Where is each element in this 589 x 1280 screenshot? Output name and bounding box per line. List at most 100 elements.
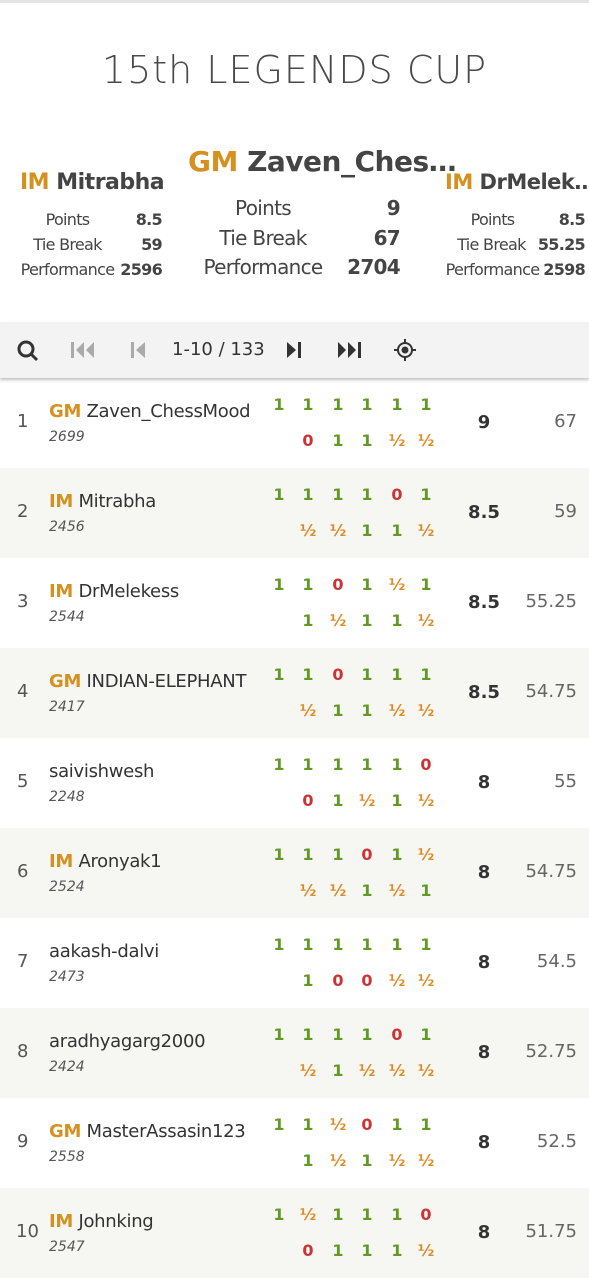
result: 1 <box>302 395 314 414</box>
player-name: MasterAssasin123 <box>86 1121 246 1142</box>
stat-label: Points <box>235 196 292 220</box>
result: 1 <box>332 431 344 450</box>
result: ½ <box>417 1061 435 1080</box>
my-position[interactable] <box>394 339 416 361</box>
stat-label: Tie Break <box>33 235 102 254</box>
result: 1 <box>273 665 285 684</box>
player[interactable]: GM Zaven_ChessMood <box>49 401 251 422</box>
result: ½ <box>417 1241 435 1260</box>
podium-stat: Tie Break 59 <box>20 235 162 254</box>
stat-label: Points <box>470 210 516 229</box>
podium-stat: Performance 2598 <box>445 260 586 279</box>
points: 8 <box>477 1222 491 1243</box>
stat-value: 2598 <box>543 260 585 279</box>
result: 1 <box>302 971 314 990</box>
tie-break: 54.5 <box>536 951 577 972</box>
player-title: IM <box>20 170 50 195</box>
result: 1 <box>273 485 285 504</box>
rating: 2417 <box>49 699 85 715</box>
player[interactable]: aakash-dalvi <box>49 941 159 962</box>
rating: 2473 <box>49 969 85 985</box>
player[interactable]: IM DrMelekess <box>49 581 179 602</box>
stat-label: Points <box>45 210 91 229</box>
result: 1 <box>332 701 344 720</box>
last-page[interactable] <box>338 342 361 358</box>
result: 1 <box>332 1205 344 1224</box>
result: 1 <box>302 1151 314 1170</box>
result: ½ <box>388 701 406 720</box>
result: 1 <box>361 395 373 414</box>
tie-break: 67 <box>554 411 577 432</box>
player[interactable]: GM INDIAN-ELEPHANT <box>49 671 246 692</box>
result: 1 <box>332 935 344 954</box>
result: ½ <box>417 791 435 810</box>
player-title: GM <box>49 401 82 422</box>
result: ½ <box>358 791 376 810</box>
result: ½ <box>417 521 435 540</box>
player[interactable]: IM Mitrabha <box>49 491 156 512</box>
stat-value: 59 <box>141 235 163 254</box>
player-name: DrMelekess <box>78 581 179 602</box>
result: 1 <box>420 1115 432 1134</box>
podium-name: IM Mitrabha <box>20 170 165 195</box>
result: ½ <box>417 701 435 720</box>
stat-value: 55.25 <box>537 235 586 254</box>
player[interactable]: IM Aronyak1 <box>49 851 162 872</box>
result: 1 <box>273 845 285 864</box>
result: 1 <box>391 665 403 684</box>
result: ½ <box>388 1061 406 1080</box>
result: ½ <box>388 575 406 594</box>
result: ½ <box>417 431 435 450</box>
page-range: 1-10 / 133 <box>172 339 265 360</box>
first-page[interactable] <box>71 342 94 358</box>
player[interactable]: saivishwesh <box>49 761 154 782</box>
result: 1 <box>302 755 314 774</box>
player[interactable]: IM Johnking <box>49 1211 154 1232</box>
tie-break: 51.75 <box>525 1221 577 1242</box>
result: ½ <box>329 611 347 630</box>
rating: 2558 <box>49 1149 85 1165</box>
result: 1 <box>420 485 432 504</box>
result: ½ <box>417 845 435 864</box>
podium-stat: Points 9 <box>188 196 401 220</box>
result: 1 <box>361 611 373 630</box>
podium-stat: Points 8.5 <box>20 210 163 229</box>
podium-player: IM DrMelek… Points 8.5 Tie Break 55.25 Perfor… <box>445 170 589 279</box>
rank: 4 <box>17 681 29 702</box>
tie-break: 54.75 <box>525 681 577 702</box>
standing-row: 9 GM MasterAssasin123 2558 1 1 ½ 0 1 1 1 ½ 1 ½ ½ 8 52.5 <box>0 1098 589 1188</box>
podium-player: IM Mitrabha Points 8.5 Tie Break 59 Performan… <box>20 170 165 279</box>
result: 0 <box>361 1115 373 1134</box>
result: 1 <box>332 755 344 774</box>
prev-page[interactable] <box>131 342 145 358</box>
stat-value: 9 <box>386 196 401 220</box>
stat-value: 2596 <box>120 260 162 279</box>
player-title: IM <box>49 491 74 512</box>
result: ½ <box>417 1151 435 1170</box>
tie-break: 59 <box>554 501 577 522</box>
result: 1 <box>361 1151 373 1170</box>
result: 1 <box>302 1115 314 1134</box>
player-name: saivishwesh <box>49 761 155 782</box>
points: 8 <box>477 1042 491 1063</box>
rating: 2524 <box>49 879 85 895</box>
result: 1 <box>361 1205 373 1224</box>
stat-label: Tie Break <box>219 225 307 250</box>
search-icon[interactable] <box>17 340 39 362</box>
result: ½ <box>329 881 347 900</box>
next-page[interactable] <box>287 342 301 358</box>
player-name: Zaven_Ches… <box>247 145 457 178</box>
result: ½ <box>388 971 406 990</box>
result: 1 <box>361 665 373 684</box>
result: ½ <box>417 611 435 630</box>
rating: 2699 <box>49 429 85 445</box>
rating: 2424 <box>49 1059 85 1075</box>
player[interactable]: aradhyagarg2000 <box>49 1031 206 1052</box>
player-title: IM <box>445 170 473 194</box>
player[interactable]: GM MasterAssasin123 <box>49 1121 246 1142</box>
result: 0 <box>332 665 344 684</box>
result: ½ <box>329 1115 347 1134</box>
stat-label: Performance <box>445 260 540 279</box>
result: 0 <box>302 431 314 450</box>
